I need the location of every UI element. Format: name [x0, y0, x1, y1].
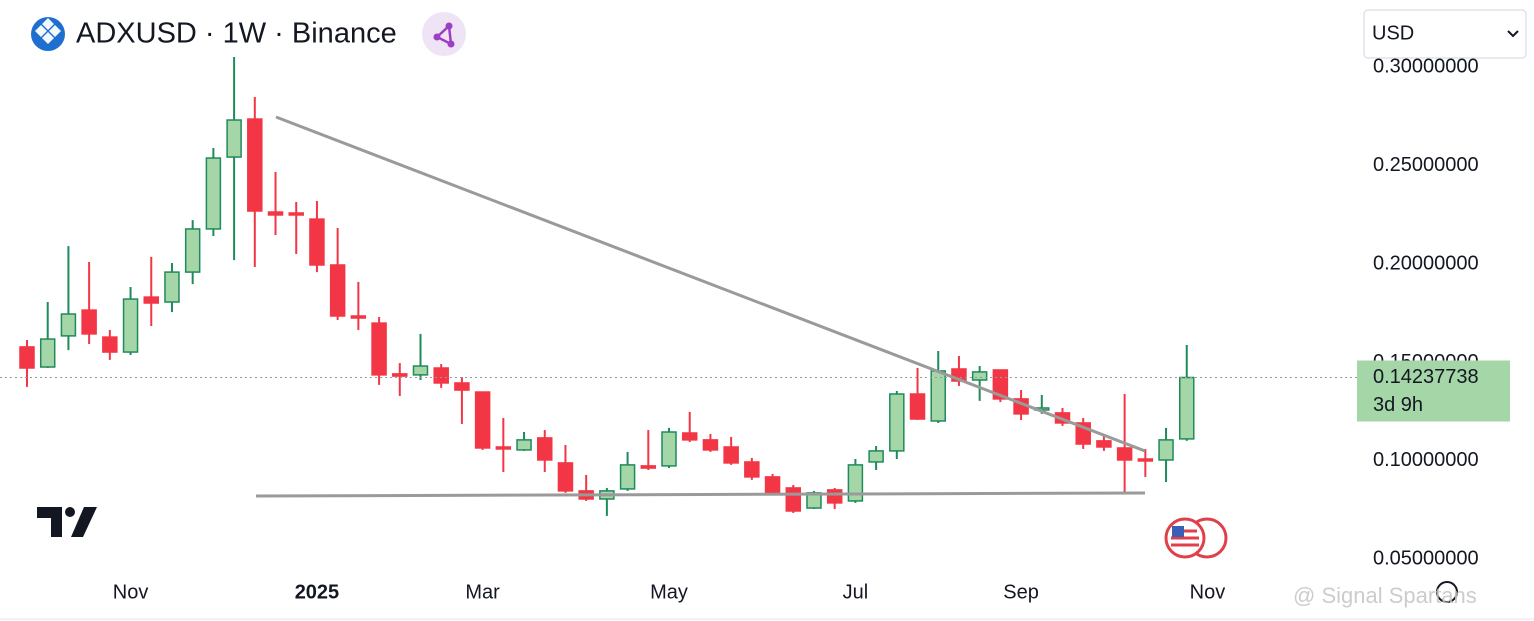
candle-body [847, 464, 864, 502]
event-flags[interactable] [1164, 517, 1228, 559]
candle-body [288, 212, 304, 216]
candle-body [39, 338, 56, 368]
countdown-label: 3d 9h [1373, 394, 1423, 416]
candle-body [661, 431, 677, 467]
y-tick-label: 0.25000000 [1373, 154, 1479, 176]
candle-body [184, 228, 201, 273]
candle-body [19, 346, 35, 369]
settings-icon[interactable] [1436, 581, 1458, 603]
candle-body [619, 464, 636, 490]
candle-body [350, 315, 367, 319]
candle-body [309, 218, 325, 266]
last-price-box [1357, 360, 1510, 422]
chart-title: ADXUSD · 1W · Binance [76, 18, 397, 50]
candle-body [474, 391, 491, 449]
candle-body [267, 211, 284, 216]
x-tick-label: Mar [465, 581, 500, 603]
candle-body [143, 296, 160, 304]
candle-body [1116, 447, 1133, 461]
candle-body [889, 393, 905, 452]
candle-body [247, 118, 263, 212]
y-tick-label: 0.05000000 [1373, 548, 1479, 570]
candle-body [537, 437, 553, 461]
candle-body [1137, 458, 1154, 462]
candle-body [557, 462, 574, 492]
candle-body [930, 370, 946, 422]
candle-body [226, 119, 242, 158]
last-price-label: 0.14237738 [1373, 366, 1479, 388]
candle-body [205, 157, 222, 230]
candle-body [1179, 376, 1195, 440]
plot [0, 57, 1357, 516]
candle-body [681, 432, 698, 441]
y-tick-label: 0.20000000 [1373, 252, 1479, 274]
candle-body [164, 271, 180, 303]
x-tick-label: May [650, 581, 688, 603]
candle-body [909, 393, 926, 420]
trend-line [255, 491, 1146, 498]
tradingview-logo [37, 507, 97, 537]
candle-body [1096, 440, 1112, 448]
y-tick-label: 0.30000000 [1373, 55, 1479, 77]
symbol-logo [31, 17, 65, 51]
trend-line [275, 115, 1146, 453]
candle-body [412, 365, 429, 376]
x-tick-label: Sep [1003, 581, 1039, 603]
candle-body [971, 371, 988, 381]
x-tick-label: Nov [113, 581, 149, 603]
candle-body [723, 446, 739, 464]
candle-body [329, 264, 346, 317]
candle-body [81, 309, 97, 335]
candle-body [744, 461, 760, 478]
candle-body [102, 336, 118, 353]
candle-body [1158, 439, 1174, 461]
candle-body [433, 367, 449, 384]
watermark: @ Signal Spartans [1293, 583, 1477, 608]
x-tick-label: Nov [1190, 581, 1226, 603]
x-tick-label: 2025 [295, 581, 340, 603]
candle-body [371, 322, 387, 376]
candle-body [868, 450, 884, 463]
axis: 0.050000000.100000000.150000000.20000000… [113, 55, 1510, 603]
candle-body [60, 313, 77, 337]
candle-body [122, 298, 139, 353]
candle-body [454, 382, 470, 391]
share-icon[interactable] [422, 12, 466, 56]
candle-body [516, 439, 532, 451]
candle-body [764, 476, 781, 494]
candle-body [392, 373, 408, 377]
candle-body [826, 489, 843, 504]
candle-body [785, 487, 802, 512]
currency-dropdown[interactable]: USD [1363, 9, 1527, 59]
y-tick-label: 0.10000000 [1373, 449, 1479, 471]
x-tick-label: Jul [843, 581, 869, 603]
candle-body [702, 439, 719, 451]
candle-body [495, 446, 512, 450]
candle-body [640, 465, 657, 469]
currency-label: USD [1372, 22, 1414, 44]
